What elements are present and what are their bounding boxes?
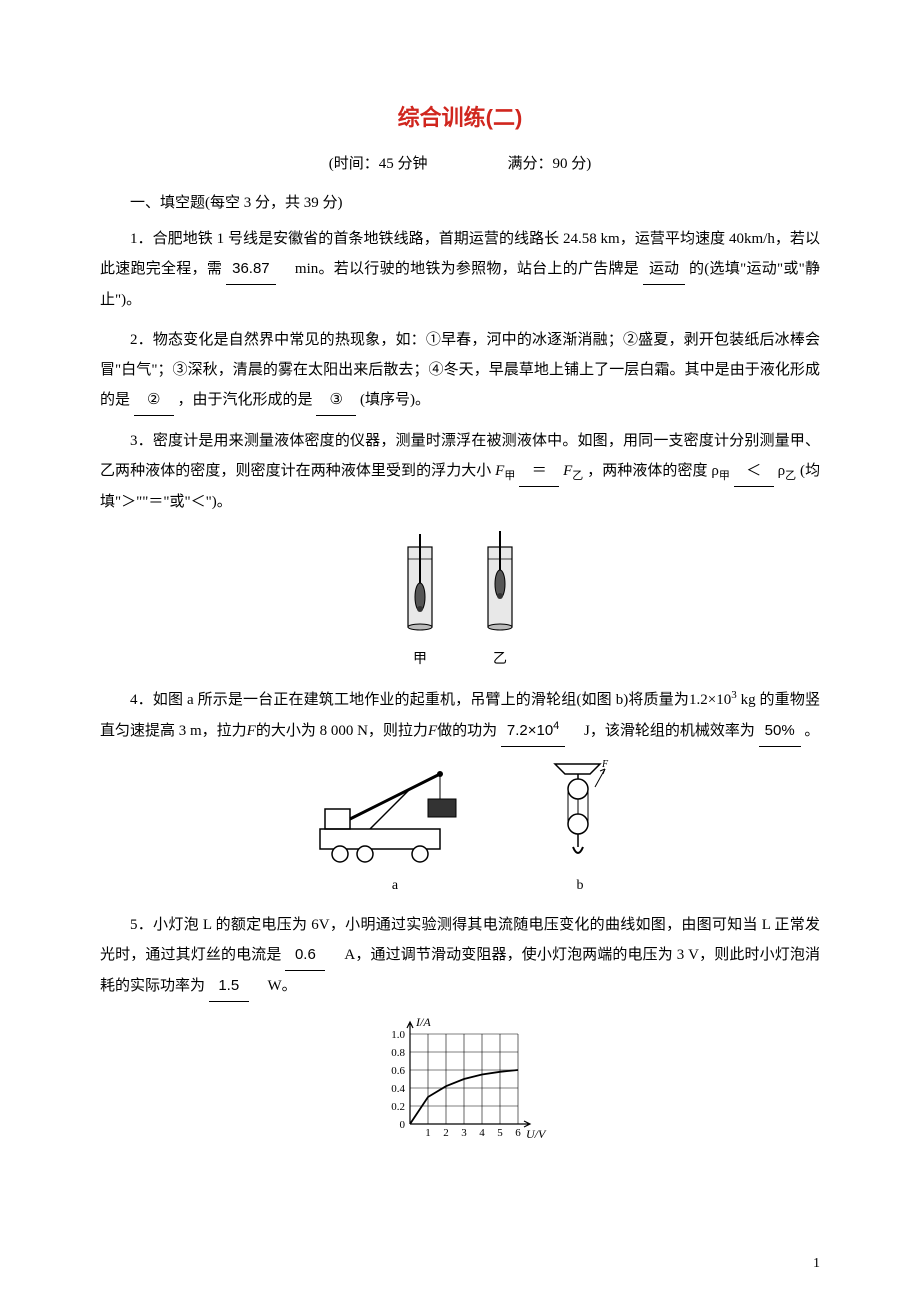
q4-text-pre4: 做的功为 — [437, 723, 497, 739]
question-1: 1．合肥地铁 1 号线是安徽省的首条地铁线路，首期运营的线路长 24.58 km… — [100, 224, 820, 315]
q2-blank-2: ③ — [316, 385, 356, 416]
q3-blank-1: ＝ — [519, 456, 559, 487]
q3-figure: 甲 乙 — [100, 529, 820, 668]
page-title: 综合训练(二) — [100, 100, 820, 132]
q2-text-post: (填序号)。 — [360, 392, 430, 408]
q3-blank-2: ＜ — [734, 456, 774, 487]
q4-blank-2: 50% — [759, 716, 801, 747]
q3-fig-label-jia: 甲 — [400, 648, 440, 668]
question-5: 5．小灯泡 L 的额定电压为 6V，小明通过实验测得其电流随电压变化的曲线如图，… — [100, 910, 820, 1002]
exam-info: (时间：45 分钟 满分：90 分) — [100, 152, 820, 173]
q3-sub-4: 乙 — [785, 470, 796, 482]
q3-var-rho2: ρ — [778, 463, 786, 479]
section-1-heading: 一、填空题(每空 3 分，共 39 分) — [100, 191, 820, 212]
svg-text:3: 3 — [461, 1127, 467, 1139]
question-4: 4．如图 a 所示是一台正在建筑工地作业的起重机，吊臂上的滑轮组(如图 b)将质… — [100, 684, 820, 747]
q4-figure: a F b — [100, 759, 820, 894]
q2-text-mid: ，由于汽化形成的是 — [178, 392, 313, 408]
q4-var-F2: F — [428, 723, 437, 739]
q1-blank-1: 36.87 — [226, 254, 276, 285]
question-3: 3．密度计是用来测量液体密度的仪器，测量时漂浮在被测液体中。如图，用同一支密度计… — [100, 426, 820, 517]
q4-text-mid: J，该滑轮组的机械效率为 — [569, 723, 755, 739]
q4-var-F: F — [247, 723, 256, 739]
q4-fig-label-b: b — [550, 878, 610, 894]
pulley-block-icon: F — [550, 759, 610, 869]
svg-text:1.0: 1.0 — [391, 1029, 405, 1041]
q5-blank-1: 0.6 — [285, 940, 325, 971]
q3-sub-2: 乙 — [572, 470, 583, 482]
svg-text:5: 5 — [497, 1127, 503, 1139]
svg-text:0.6: 0.6 — [391, 1065, 405, 1077]
hydrometer-jia-icon — [400, 529, 440, 639]
q3-var-F1: F — [495, 463, 504, 479]
q4-text-post: 。 — [804, 723, 819, 739]
svg-text:6: 6 — [515, 1127, 521, 1139]
score-prefix: 满分： — [508, 156, 553, 172]
q5-blank-2: 1.5 — [209, 971, 249, 1002]
svg-text:0.4: 0.4 — [391, 1083, 405, 1095]
q2-blank-1: ② — [134, 385, 174, 416]
q3-sub-1: 甲 — [504, 470, 515, 482]
question-2: 2．物态变化是自然界中常见的热现象，如：①早春，河中的冰逐渐消融；②盛夏，剥开包… — [100, 325, 820, 416]
svg-text:0.8: 0.8 — [391, 1047, 405, 1059]
q3-text-mid: ，两种液体的密度 ρ — [587, 463, 719, 479]
svg-text:2: 2 — [443, 1127, 449, 1139]
q4-text-pre3: 的大小为 8 000 N，则拉力 — [256, 723, 428, 739]
time-value: 45 分钟 — [379, 156, 428, 172]
q4-blank-1: 7.2×104 — [501, 715, 565, 747]
svg-text:I/A: I/A — [415, 1015, 431, 1029]
score-value: 90 分) — [553, 156, 592, 172]
svg-text:0.2: 0.2 — [391, 1101, 405, 1113]
crane-truck-icon — [310, 759, 480, 869]
q5-text-post: W。 — [253, 978, 297, 994]
svg-text:1: 1 — [425, 1127, 431, 1139]
svg-text:F: F — [601, 759, 609, 770]
q3-sub-3: 甲 — [719, 470, 730, 482]
svg-text:U/V: U/V — [526, 1127, 547, 1141]
time-prefix: (时间： — [329, 156, 379, 172]
q3-var-F2: F — [563, 463, 572, 479]
q1-text-mid: min。若以行驶的地铁为参照物，站台上的广告牌是 — [280, 261, 639, 277]
q4-text-pre: 4．如图 a 所示是一台正在建筑工地作业的起重机，吊臂上的滑轮组(如图 b)将质… — [130, 692, 731, 708]
q4-fig-label-a: a — [310, 878, 480, 894]
iv-curve-chart-icon: 123456 0 0.2 0.4 0.6 0.8 1.0 I/A U/V — [370, 1014, 550, 1154]
svg-text:4: 4 — [479, 1127, 485, 1139]
hydrometer-yi-icon — [480, 529, 520, 639]
q5-chart: 123456 0 0.2 0.4 0.6 0.8 1.0 I/A U/V — [100, 1014, 820, 1159]
page-number: 1 — [813, 1256, 820, 1272]
svg-text:0: 0 — [400, 1119, 406, 1131]
q1-blank-2: 运动 — [643, 254, 685, 285]
q3-fig-label-yi: 乙 — [480, 648, 520, 668]
